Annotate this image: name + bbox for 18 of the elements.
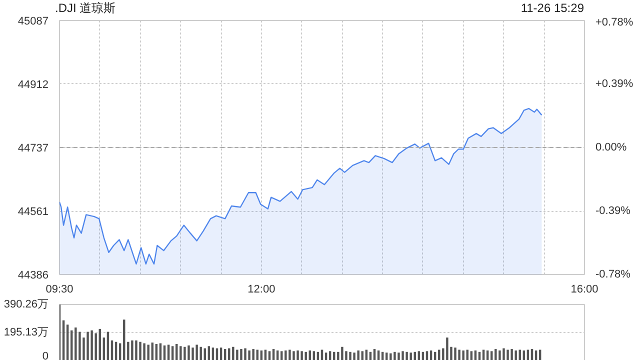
y-tick-label: 390.26万 [4, 298, 49, 310]
chart-title: .DJI 道琼斯 [55, 0, 116, 17]
y2-tick-label: +0.78% [596, 16, 634, 28]
text: 11-26 15:29 [520, 0, 584, 17]
x-tick-label: 16:00 [570, 284, 598, 296]
x-tick-label: 12:00 [248, 284, 276, 296]
y2-tick-label: -0.39% [596, 205, 631, 217]
y2-tick-label: -0.78% [596, 268, 631, 280]
y2-tick-label: 0.00% [596, 142, 627, 154]
y-tick-label: 44561 [18, 206, 49, 218]
y-tick-label: 44912 [18, 78, 49, 91]
y-tick-label: 44386 [18, 270, 49, 282]
y2-tick-label: +0.39% [596, 78, 634, 90]
x-tick-label: 09:30 [46, 284, 74, 296]
y-tick-label: 45087 [18, 16, 49, 28]
y-tick-label: 44737 [18, 142, 49, 154]
y-tick-label: 0 [42, 350, 49, 360]
y-tick-label: 195.13万 [4, 326, 49, 338]
